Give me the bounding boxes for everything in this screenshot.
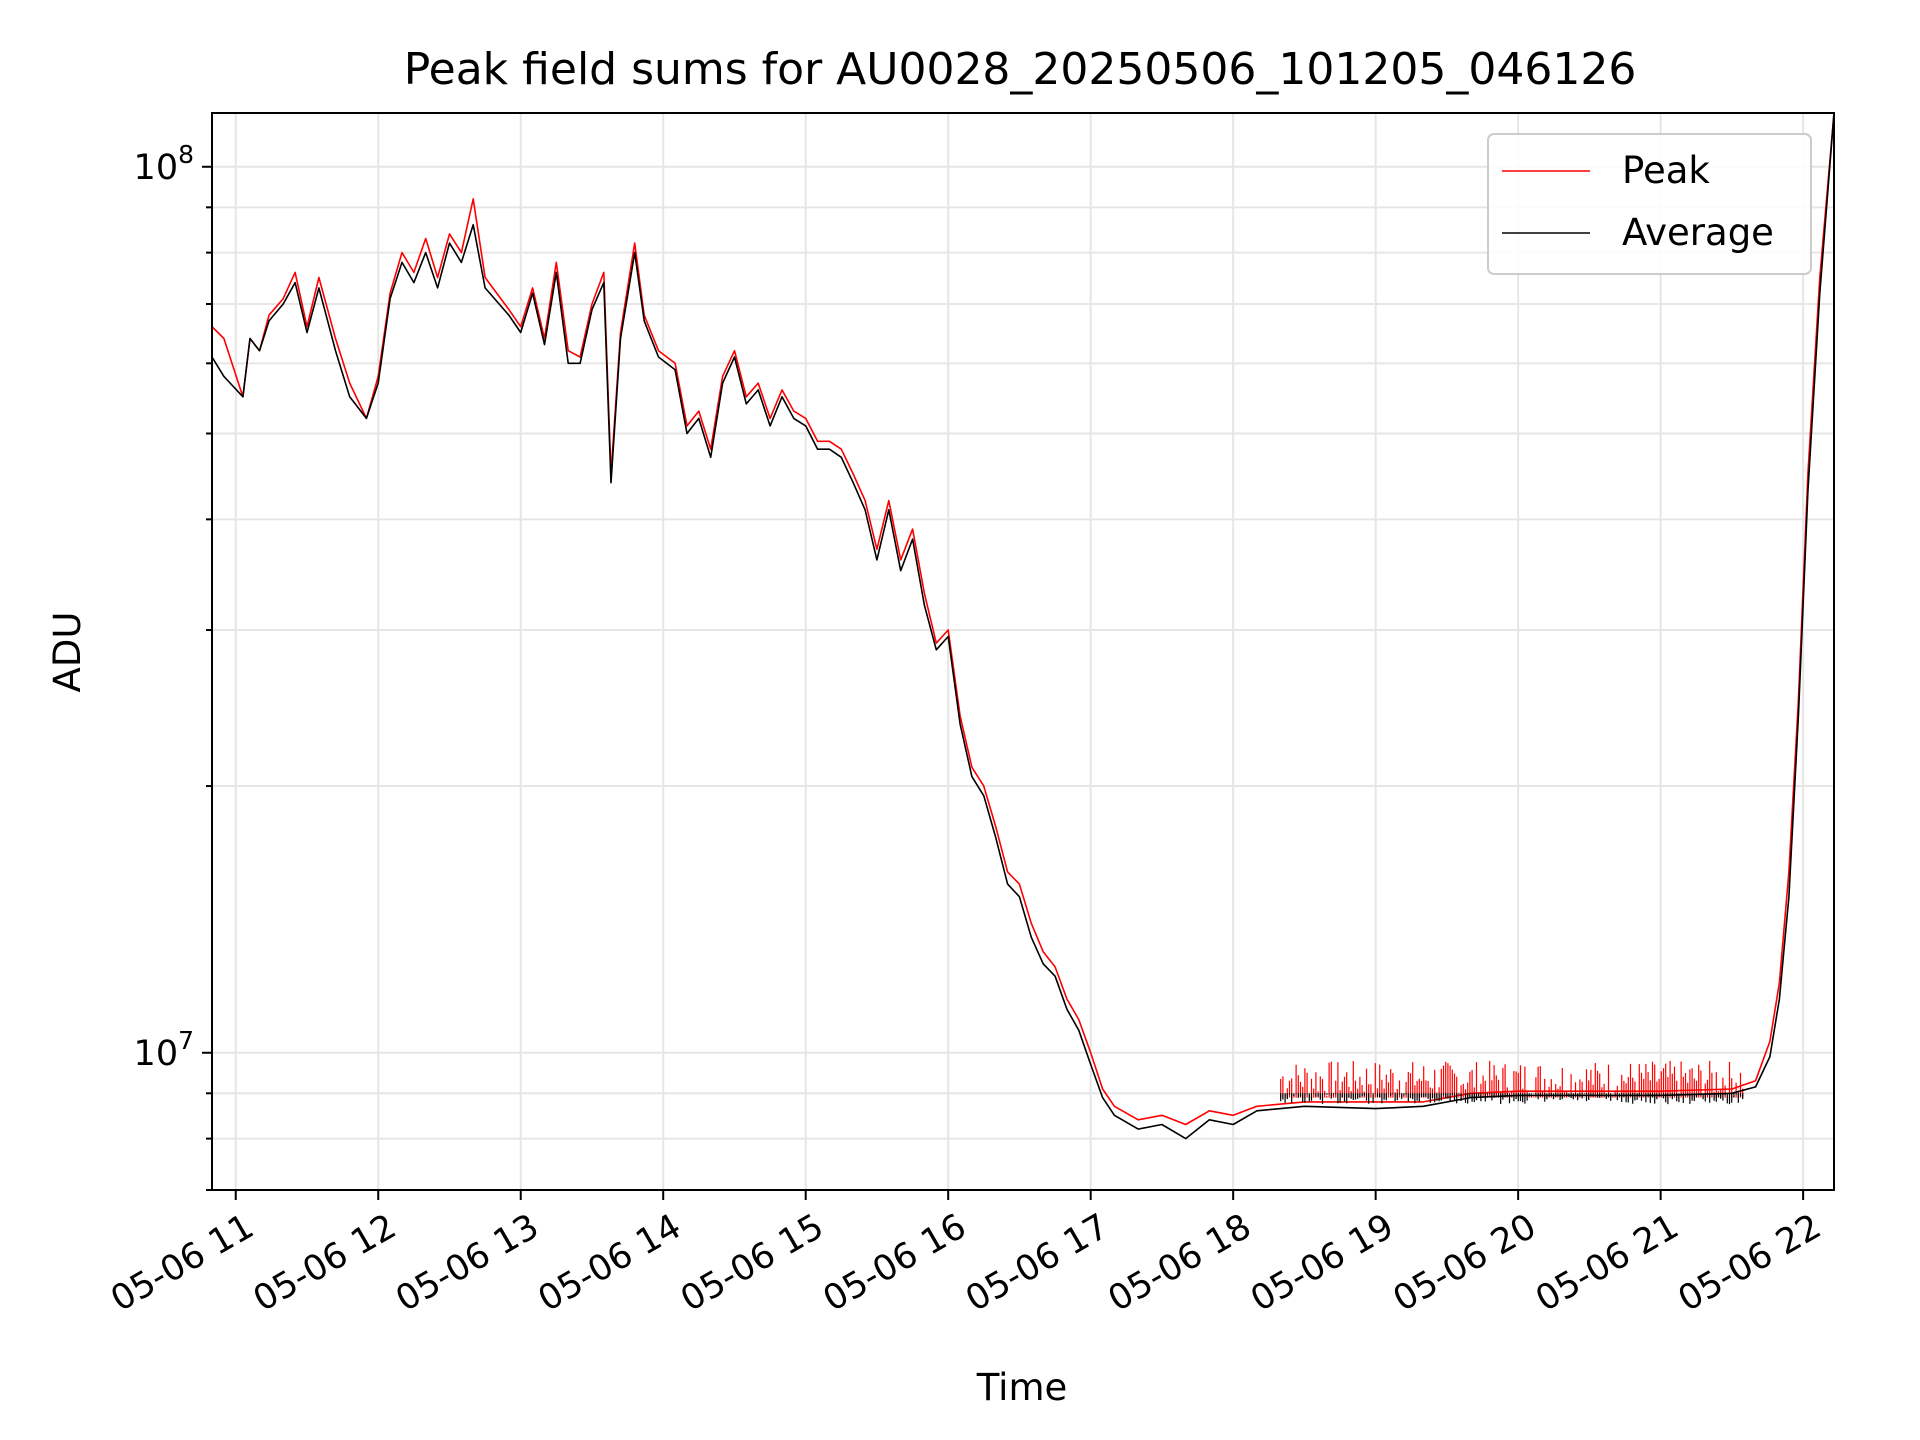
plot-frame: [211, 112, 1835, 1191]
chart-title: Peak field sums for AU0028_20250506_1012…: [404, 44, 1637, 95]
x-axis-label: Time: [976, 1366, 1068, 1409]
legend-box: [1487, 133, 1812, 275]
y-axis-label: ADU: [46, 612, 89, 693]
legend-average-label: Average: [1622, 211, 1774, 254]
series-peak-line: [211, 112, 1835, 1126]
series-average-line: [211, 112, 1835, 1140]
series-peak: [211, 112, 1835, 1126]
y-tick-label: 107: [134, 1026, 194, 1074]
legend: Peak Average: [1487, 133, 1812, 275]
series-peak-noise: [1280, 1060, 1744, 1098]
legend-peak-label: Peak: [1622, 149, 1710, 192]
grid-lines: [212, 113, 1834, 1191]
series-layer: [211, 112, 1835, 1140]
series-average: [211, 112, 1835, 1140]
y-tick-label: 108: [134, 140, 194, 188]
